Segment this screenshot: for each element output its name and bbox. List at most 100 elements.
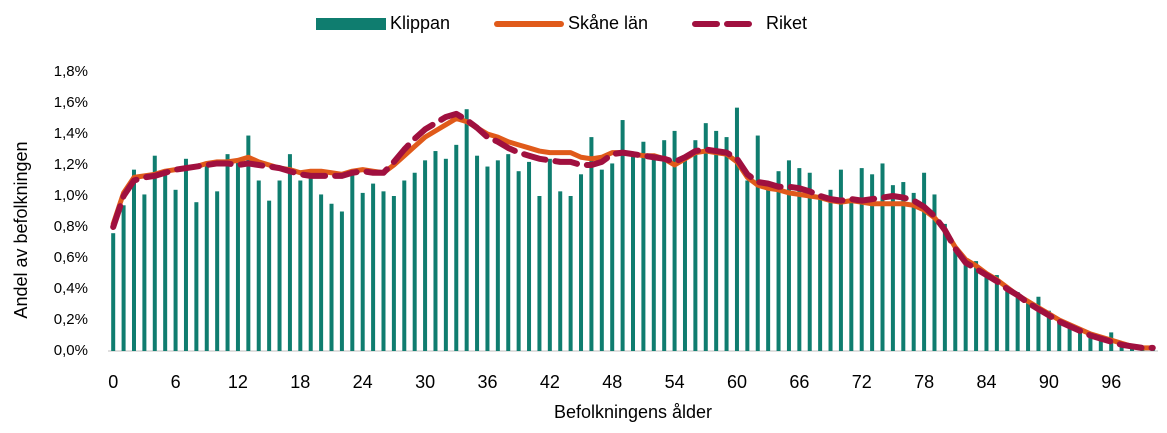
bar	[173, 189, 178, 351]
bar	[319, 194, 324, 351]
bar	[682, 157, 687, 351]
x-tick-label: 60	[727, 372, 747, 392]
x-tick-label: 96	[1101, 372, 1121, 392]
bar	[734, 107, 739, 352]
bar	[246, 135, 251, 351]
bar	[131, 169, 136, 351]
bar	[215, 191, 220, 351]
bar	[963, 261, 968, 351]
y-tick-label: 1,8%	[54, 63, 88, 80]
bar	[828, 189, 833, 351]
bar	[225, 154, 230, 351]
bar	[911, 192, 916, 351]
bar	[579, 174, 584, 351]
bar	[308, 177, 313, 351]
bar	[360, 192, 365, 351]
bar	[402, 180, 407, 351]
bar	[194, 202, 199, 351]
bar	[870, 174, 875, 351]
bar	[1078, 332, 1083, 351]
bar	[672, 130, 677, 351]
bar	[1036, 296, 1041, 351]
bar	[994, 275, 999, 351]
x-tick-label: 42	[540, 372, 560, 392]
bar	[631, 154, 635, 351]
bar	[786, 160, 791, 351]
bar	[932, 194, 937, 351]
y-tick-label: 1,2%	[54, 156, 88, 173]
bar	[485, 166, 490, 351]
bar	[527, 161, 532, 351]
bar	[142, 194, 147, 351]
bar	[464, 109, 469, 351]
bar	[1026, 301, 1031, 351]
y-tick-label: 1,4%	[54, 125, 88, 142]
bar	[547, 158, 552, 351]
bar	[890, 185, 895, 351]
bar	[755, 135, 760, 351]
bar	[121, 205, 126, 351]
legend-label: Riket	[766, 13, 807, 33]
bar	[163, 174, 168, 351]
bar	[776, 171, 781, 351]
bar	[350, 174, 355, 351]
bar	[204, 163, 209, 351]
x-tick-label: 48	[602, 372, 622, 392]
bar	[506, 154, 511, 351]
bar	[235, 161, 240, 351]
bar	[599, 169, 604, 351]
x-tick-label: 72	[852, 372, 872, 392]
bar	[703, 123, 708, 352]
bar	[423, 160, 428, 351]
bar	[1005, 285, 1010, 351]
bar	[745, 180, 750, 351]
y-tick-label: 0,0%	[54, 342, 88, 359]
bar	[568, 196, 573, 351]
bar	[610, 163, 615, 351]
legend-label: Skåne län	[568, 13, 648, 33]
x-tick-label: 6	[171, 372, 181, 392]
x-axis-title: Befolkningens ålder	[554, 402, 712, 422]
bar	[974, 261, 979, 351]
bar	[454, 144, 459, 351]
legend-label: Klippan	[390, 13, 450, 33]
bar	[1088, 337, 1093, 351]
y-tick-label: 0,4%	[54, 280, 88, 297]
bar	[111, 233, 116, 351]
bar	[662, 140, 667, 351]
bar	[859, 168, 864, 351]
bar	[620, 120, 625, 351]
y-tick-label: 0,8%	[54, 218, 88, 235]
bar	[818, 194, 823, 351]
bar	[714, 130, 719, 351]
bar	[475, 155, 480, 351]
bar	[329, 203, 334, 351]
x-tick-label: 30	[415, 372, 435, 392]
bar	[651, 158, 656, 351]
x-tick-label: 78	[914, 372, 934, 392]
y-tick-label: 0,2%	[54, 311, 88, 328]
bar	[152, 155, 157, 351]
bar	[516, 171, 521, 351]
bar	[433, 151, 438, 351]
bar	[589, 137, 594, 351]
y-tick-label: 1,0%	[54, 187, 88, 204]
bar	[443, 158, 448, 351]
x-tick-label: 12	[228, 372, 248, 392]
x-tick-label: 36	[477, 372, 497, 392]
y-axis-title: Andel av befolkningen	[11, 141, 31, 318]
bar	[256, 180, 261, 351]
bar	[495, 160, 500, 351]
bar	[391, 196, 396, 351]
bar	[807, 172, 812, 351]
bar	[371, 183, 376, 351]
bar	[537, 196, 542, 351]
line	[110, 110, 1156, 351]
x-tick-label: 0	[108, 372, 118, 392]
bar	[1067, 324, 1072, 351]
bar	[412, 172, 417, 351]
bar	[298, 180, 303, 351]
bar	[724, 137, 729, 351]
bar	[267, 200, 272, 351]
